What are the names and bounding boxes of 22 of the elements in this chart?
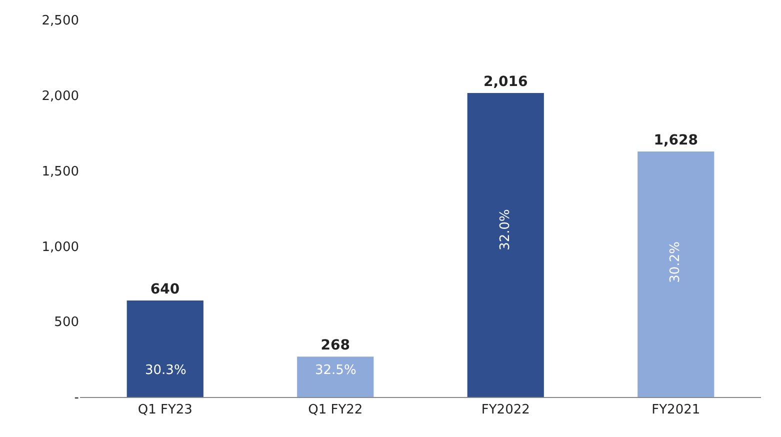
- bar: [638, 152, 714, 397]
- bar: [467, 92, 544, 397]
- y-tick-label: 500: [54, 315, 79, 330]
- x-tick-label: FY2022: [481, 402, 530, 418]
- y-tick-label: 1,500: [42, 164, 79, 180]
- annotation: 32.0%: [498, 209, 513, 250]
- y-tick-label: 1,000: [42, 240, 79, 255]
- bar: [126, 300, 204, 397]
- x-tick-label: Q1 FY22: [308, 402, 363, 418]
- data-label: 1,628: [654, 132, 698, 148]
- y-tick-label: 2,500: [42, 14, 79, 29]
- annotation: 30.2%: [668, 242, 683, 283]
- annotation: 32.5%: [315, 363, 356, 378]
- y-tick-label: 2,000: [42, 88, 79, 104]
- bar: [297, 356, 374, 397]
- x-tick-label: FY2021: [652, 402, 700, 418]
- annotation: 30.3%: [145, 363, 186, 378]
- data-label: 268: [320, 338, 350, 354]
- y-tick-label: -: [74, 390, 80, 406]
- data-label: 640: [150, 281, 180, 298]
- x-tick-label: Q1 FY23: [138, 402, 192, 418]
- data-label: 2,016: [483, 74, 528, 90]
